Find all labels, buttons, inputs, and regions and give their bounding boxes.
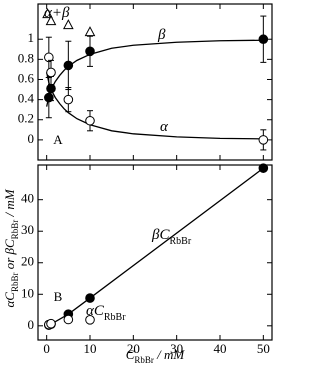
y-tick-label: 20 <box>21 254 34 269</box>
marker-open <box>63 314 74 325</box>
y-axis-label: αCRbBr or βCRbBr / mM <box>2 188 20 307</box>
plot-frame <box>37 164 273 341</box>
marker-triangle <box>84 26 96 37</box>
label-part: αC <box>2 292 17 308</box>
marker-triangle <box>45 15 57 26</box>
marker-open <box>46 67 56 78</box>
marker-filled <box>63 60 74 71</box>
marker-filled <box>46 83 56 94</box>
fit-curve <box>46 72 264 140</box>
x-tick-label: 10 <box>84 341 97 356</box>
series-label: α+β <box>44 5 70 21</box>
marker-filled <box>258 163 269 173</box>
label-part: / mM <box>154 347 186 362</box>
subscript: RbBr <box>10 273 20 293</box>
y-tick-label: 0 <box>28 131 35 146</box>
subscript: RbBr <box>169 236 191 247</box>
y-tick-label: 0 <box>28 317 35 332</box>
x-tick-label: 30 <box>170 341 183 356</box>
x-tick-label: 50 <box>257 341 270 356</box>
y-tick-label: 10 <box>21 285 34 300</box>
fit-curve <box>46 39 264 107</box>
series-label: β <box>157 27 166 43</box>
series-label: α <box>160 119 169 135</box>
y-tick-label: 0.4 <box>18 91 35 106</box>
marker-open <box>46 318 56 329</box>
marker-open <box>44 52 54 63</box>
marker-filled <box>85 46 95 57</box>
x-axis-label: CRbBr / mM <box>126 347 186 365</box>
figure: 0 0.2 0.4 0.6 0.8 1 α+β β α A 0 10 20 30 40 0 10 20 30 40 50… <box>2 3 273 365</box>
subscript: RbBr <box>104 312 126 323</box>
x-tick-label: 40 <box>214 341 227 356</box>
label-part: or βC <box>2 239 17 273</box>
marker-open <box>85 115 95 126</box>
series-name: α+β <box>44 5 70 21</box>
marker-open <box>63 94 74 105</box>
x-tick-label: 0 <box>43 341 50 356</box>
series-name: β <box>157 27 166 43</box>
y-tick-label: 1 <box>28 30 35 45</box>
marker-triangle <box>42 7 53 19</box>
panel-label: A <box>53 132 63 147</box>
y-tick-label: 0.6 <box>18 70 35 85</box>
series-line <box>48 167 264 326</box>
x-tick-label: 20 <box>127 341 140 356</box>
marker-triangle <box>63 19 74 30</box>
marker-filled <box>85 293 95 303</box>
y-tick-label: 40 <box>21 191 34 206</box>
subscript: RbBr <box>134 355 154 365</box>
y-tick-label: 0.8 <box>18 50 34 65</box>
marker-filled <box>258 34 269 45</box>
series-label: αCRbBr <box>86 303 126 322</box>
label-part: C <box>126 347 135 362</box>
y-tick-label: 0.2 <box>18 111 34 126</box>
plot-frame <box>37 3 273 161</box>
series-name: αC <box>86 303 105 319</box>
subscript: RbBr <box>10 220 20 240</box>
series-label: βCRbBr <box>151 227 192 246</box>
label-part: / mM <box>2 188 17 220</box>
series-name: βC <box>151 227 170 243</box>
series-name: α <box>160 119 169 135</box>
y-tick-label: 30 <box>21 222 34 237</box>
marker-open <box>258 135 269 145</box>
panel-label: B <box>54 289 63 304</box>
marker-open <box>85 315 95 325</box>
